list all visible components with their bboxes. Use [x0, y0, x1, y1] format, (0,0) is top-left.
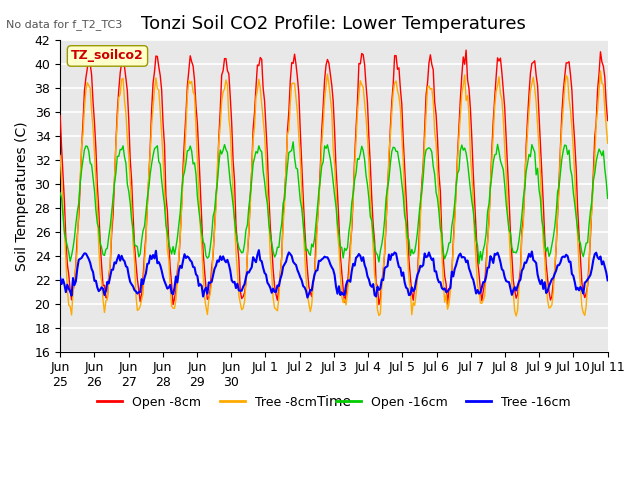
Text: No data for f_T2_TC3: No data for f_T2_TC3 — [6, 19, 123, 30]
Text: TZ_soilco2: TZ_soilco2 — [71, 49, 144, 62]
Legend: Open -8cm, Tree -8cm, Open -16cm, Tree -16cm: Open -8cm, Tree -8cm, Open -16cm, Tree -… — [92, 391, 575, 414]
Y-axis label: Soil Temperatures (C): Soil Temperatures (C) — [15, 121, 29, 271]
X-axis label: Time: Time — [317, 395, 351, 409]
Title: Tonzi Soil CO2 Profile: Lower Temperatures: Tonzi Soil CO2 Profile: Lower Temperatur… — [141, 15, 526, 33]
